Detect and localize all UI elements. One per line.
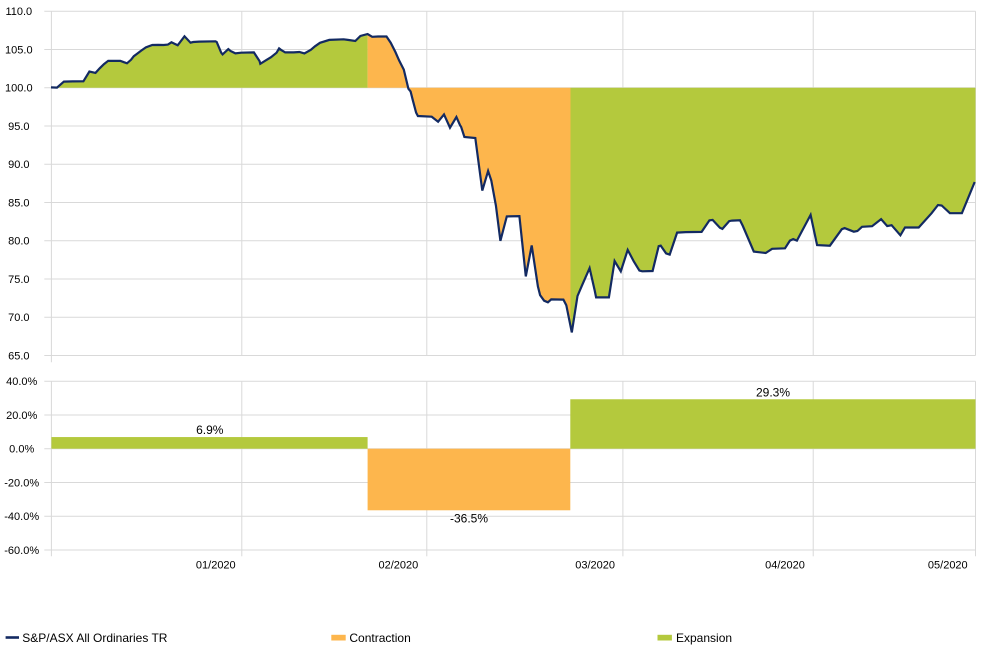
svg-text:Contraction: Contraction [349,631,410,645]
svg-text:-40.0%: -40.0% [4,511,39,523]
svg-text:05/2020: 05/2020 [928,560,968,572]
svg-text:-20.0%: -20.0% [4,477,39,489]
svg-text:6.9%: 6.9% [196,423,224,437]
svg-text:03/2020: 03/2020 [575,560,615,572]
svg-text:75.0: 75.0 [8,274,29,286]
svg-text:70.0: 70.0 [8,312,29,324]
svg-text:110.0: 110.0 [5,6,32,18]
svg-text:-36.5%: -36.5% [450,512,488,526]
svg-text:0.0%: 0.0% [9,444,34,456]
svg-text:-60.0%: -60.0% [4,545,39,557]
svg-text:04/2020: 04/2020 [765,560,805,572]
svg-text:20.0%: 20.0% [6,410,37,422]
svg-text:95.0: 95.0 [8,121,29,133]
svg-text:100.0: 100.0 [5,83,33,95]
svg-text:01/2020: 01/2020 [196,560,236,572]
svg-text:90.0: 90.0 [8,159,29,171]
svg-text:85.0: 85.0 [8,197,29,209]
svg-text:S&P/ASX All Ordinaries TR: S&P/ASX All Ordinaries TR [22,631,168,645]
svg-text:80.0: 80.0 [8,236,29,248]
svg-text:02/2020: 02/2020 [379,560,419,572]
svg-text:Expansion: Expansion [676,631,732,645]
svg-text:105.0: 105.0 [5,44,33,56]
svg-text:29.3%: 29.3% [756,386,790,400]
svg-text:65.0: 65.0 [8,350,29,362]
svg-text:40.0%: 40.0% [6,376,37,388]
